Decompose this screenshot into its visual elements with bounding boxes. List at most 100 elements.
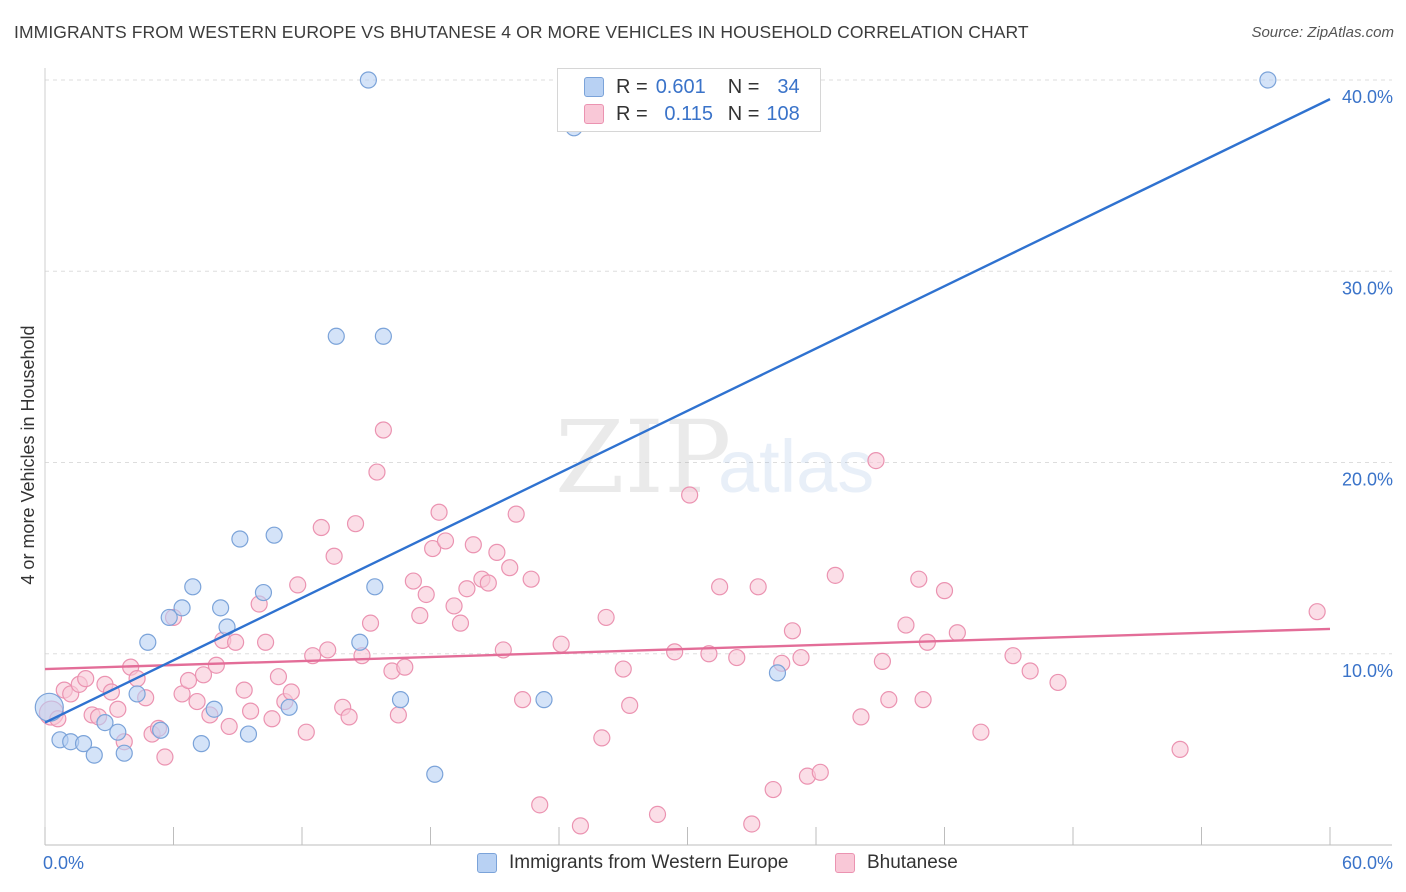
bhutanese-point <box>811 763 829 781</box>
western-europe-point <box>231 530 249 548</box>
bhutanese-point <box>319 641 337 659</box>
x-tick-label: 60.0% <box>1342 853 1393 873</box>
bhutanese-point <box>948 624 966 642</box>
bhutanese-point <box>282 683 300 701</box>
western-europe-point <box>768 664 787 682</box>
y-tick-label: 40.0% <box>1342 87 1393 107</box>
bhutanese-point <box>700 645 718 663</box>
bhutanese-point <box>897 616 915 634</box>
bhutanese-point <box>424 539 442 558</box>
legend-swatch-blue <box>477 853 497 873</box>
bhutanese-point <box>783 622 802 640</box>
bhutanese-point <box>479 574 497 592</box>
bhutanese-point <box>621 696 639 714</box>
western-europe-point <box>212 599 230 617</box>
bhutanese-point <box>1021 662 1039 680</box>
bhutanese-point <box>792 648 810 667</box>
western-europe-point <box>254 583 273 602</box>
bhutanese-point <box>910 570 928 588</box>
bhutanese-point <box>867 451 885 470</box>
bhutanese-point <box>458 580 476 598</box>
bhutanese-point <box>404 572 422 590</box>
legend-item-bhutanese: Bhutanese <box>835 852 958 874</box>
bhutanese-point <box>914 691 932 709</box>
bhutanese-point <box>179 671 198 690</box>
western-europe-point <box>184 578 202 596</box>
legend-r-value: 0.601 <box>655 75 706 98</box>
bhutanese-point <box>464 536 482 554</box>
western-europe-point <box>374 327 392 345</box>
watermark: ZIP atlas <box>555 399 874 516</box>
correlation-legend: R = 0.601 N = 34 R = 0.115 N = 108 <box>557 68 821 132</box>
series-legend: Immigrants from Western Europe Bhutanese <box>0 852 1406 878</box>
bhutanese-point <box>513 691 532 709</box>
bhutanese-point <box>207 656 225 674</box>
bhutanese-point <box>396 658 414 676</box>
bhutanese-point <box>361 614 380 632</box>
bhutanese-point <box>1171 740 1189 758</box>
western-europe-point <box>160 608 178 627</box>
y-tick-label: 20.0% <box>1342 470 1393 490</box>
western-europe-point <box>1259 71 1277 89</box>
bhutanese-point <box>531 796 549 814</box>
watermark-zip: ZIP <box>555 399 731 516</box>
chart-title: IMMIGRANTS FROM WESTERN EUROPE VS BHUTAN… <box>14 22 1029 42</box>
bhutanese-point <box>235 681 253 699</box>
bhutanese-point <box>368 463 386 481</box>
bhutanese-point <box>764 780 782 799</box>
legend-item-western-europe: Immigrants from Western Europe <box>477 852 788 874</box>
western-europe-point <box>192 735 210 753</box>
legend-swatch-blue <box>584 77 604 97</box>
bhutanese-point <box>436 532 455 550</box>
western-europe-point <box>85 746 103 764</box>
western-europe-point <box>535 691 553 709</box>
bhutanese-point <box>269 668 288 686</box>
bhutanese-point <box>614 660 632 678</box>
legend-swatch-pink <box>584 104 604 124</box>
bhutanese-point <box>972 723 990 741</box>
western-europe-point <box>109 723 127 741</box>
bhutanese-point <box>681 486 699 504</box>
bhutanese-point <box>263 710 281 728</box>
bhutanese-point <box>242 702 260 720</box>
western-europe-point <box>115 744 133 762</box>
watermark-atlas: atlas <box>718 425 874 508</box>
bhutanese-point <box>935 582 954 600</box>
western-europe-point <box>152 721 170 739</box>
y-tick-label: 10.0% <box>1342 661 1393 681</box>
bhutanese-point <box>1004 647 1022 665</box>
bhutanese-point <box>1049 673 1067 692</box>
grid-layer <box>45 79 1392 655</box>
bhutanese-point <box>156 748 174 766</box>
legend-row-bhutanese: R = 0.115 N = 108 <box>584 101 800 127</box>
legend-label-western-europe: Immigrants from Western Europe <box>509 852 789 873</box>
legend-r-label: R = <box>616 102 648 125</box>
legend-n-value: 34 <box>777 75 800 98</box>
bhutanese-point <box>873 652 891 671</box>
western-europe-point <box>366 578 384 596</box>
bhutanese-point <box>488 543 506 561</box>
western-europe-point <box>173 599 191 617</box>
western-europe-point <box>139 633 157 651</box>
bhutanese-point <box>522 570 540 588</box>
bhutanese-point <box>749 578 767 596</box>
bhutanese-point <box>597 608 615 627</box>
western-europe-point <box>96 713 114 732</box>
x-tick-label: 0.0% <box>43 853 84 873</box>
western-europe-point <box>239 725 258 743</box>
bhutanese-trend-line <box>44 627 1331 671</box>
bhutanese-point <box>451 614 470 632</box>
tick-labels: 10.0% 20.0% 30.0% 40.0% 0.0% 60.0% <box>43 87 1393 873</box>
bhutanese-point <box>593 729 611 747</box>
bhutanese-point <box>374 421 392 439</box>
source-label: Source: ZipAtlas.com <box>1251 24 1394 41</box>
western-europe-point <box>74 735 93 753</box>
legend-swatch-pink <box>835 853 855 873</box>
western-europe-points <box>34 71 1277 783</box>
bhutanese-point <box>417 585 435 604</box>
bhutanese-point <box>188 692 206 711</box>
bhutanese-point <box>297 723 315 741</box>
trend-lines <box>44 98 1331 724</box>
western-europe-point <box>426 765 444 783</box>
